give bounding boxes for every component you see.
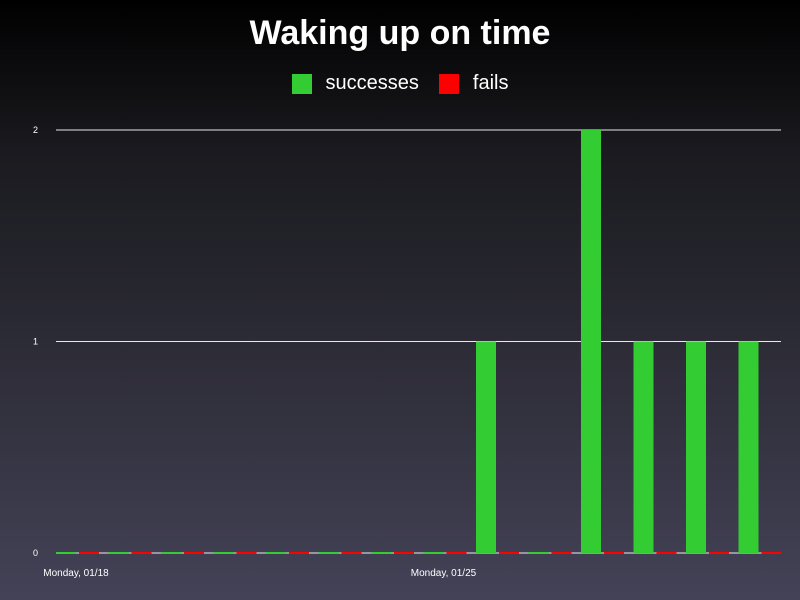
bar-fails-0 xyxy=(79,552,99,554)
bar-fails-3 xyxy=(236,552,257,554)
legend-item-fails: fails xyxy=(438,72,509,95)
x-tick-label: Monday, 01/18 xyxy=(43,568,109,579)
bar-fails-2 xyxy=(184,552,204,554)
legend: successes fails xyxy=(0,72,800,95)
y-tick-label: 1 xyxy=(33,337,38,347)
bar-fails-5 xyxy=(341,552,362,554)
bar-successes-2 xyxy=(161,552,181,554)
legend-item-successes: successes xyxy=(291,72,419,95)
bar-successes-6 xyxy=(371,552,391,554)
bar-fails-13 xyxy=(761,552,782,554)
legend-swatch-successes xyxy=(291,73,312,94)
x-tick-label: Monday, 01/25 xyxy=(411,568,477,579)
bar-successes-3 xyxy=(213,552,234,554)
bar-successes-12 xyxy=(686,341,706,553)
bar-fails-9 xyxy=(551,552,572,554)
bar-fails-1 xyxy=(131,552,152,554)
bar-fails-10 xyxy=(604,552,624,554)
chart-title: Waking up on time xyxy=(249,14,551,52)
bar-fails-4 xyxy=(289,552,309,554)
bar-successes-13 xyxy=(738,341,759,553)
bar-successes-1 xyxy=(108,552,129,554)
bar-fails-8 xyxy=(499,552,519,554)
bar-successes-5 xyxy=(318,552,339,554)
bar-fails-7 xyxy=(446,552,467,554)
legend-swatch-fails xyxy=(438,73,459,94)
bar-successes-11 xyxy=(633,341,654,553)
bar-successes-7 xyxy=(423,552,444,554)
bar-successes-0 xyxy=(56,552,76,554)
y-tick-label: 0 xyxy=(33,548,38,558)
bar-successes-10 xyxy=(581,130,601,553)
bar-successes-4 xyxy=(266,552,286,554)
bar-fails-11 xyxy=(656,552,677,554)
bar-successes-9 xyxy=(528,552,549,554)
bar-fails-6 xyxy=(394,552,414,554)
bar-fails-12 xyxy=(709,552,729,554)
legend-label-fails: fails xyxy=(472,72,509,94)
legend-label-successes: successes xyxy=(325,72,419,94)
y-tick-label: 2 xyxy=(33,125,38,135)
bar-successes-8 xyxy=(476,341,496,553)
